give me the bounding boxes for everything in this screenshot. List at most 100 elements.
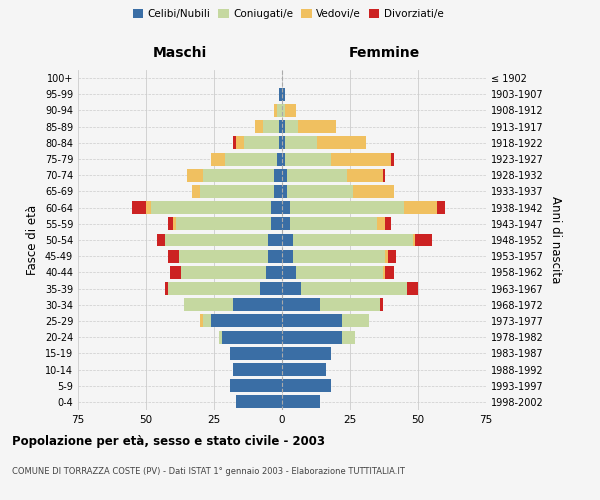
Bar xyxy=(290,201,404,214)
Bar xyxy=(203,314,211,328)
Bar xyxy=(263,120,279,133)
Bar xyxy=(200,314,203,328)
Bar xyxy=(165,282,168,295)
Bar xyxy=(290,218,377,230)
Bar xyxy=(211,152,225,166)
Bar xyxy=(187,169,203,181)
Bar xyxy=(271,218,282,230)
Bar xyxy=(413,234,415,246)
Bar xyxy=(347,169,383,181)
Text: Maschi: Maschi xyxy=(153,46,207,60)
Bar xyxy=(170,266,181,279)
Bar xyxy=(233,298,282,311)
Bar xyxy=(282,298,320,311)
Bar xyxy=(268,250,282,262)
Bar xyxy=(146,201,151,214)
Bar xyxy=(296,266,383,279)
Y-axis label: Fasce di età: Fasce di età xyxy=(26,205,39,275)
Bar xyxy=(282,234,293,246)
Bar xyxy=(268,234,282,246)
Bar xyxy=(225,152,277,166)
Bar xyxy=(203,169,274,181)
Bar xyxy=(285,104,296,117)
Bar xyxy=(353,185,394,198)
Bar xyxy=(342,314,369,328)
Text: Popolazione per età, sesso e stato civile - 2003: Popolazione per età, sesso e stato civil… xyxy=(12,435,325,448)
Bar xyxy=(385,266,394,279)
Bar xyxy=(293,250,385,262)
Bar xyxy=(266,266,282,279)
Bar xyxy=(179,250,268,262)
Bar xyxy=(385,218,391,230)
Bar xyxy=(282,363,326,376)
Bar xyxy=(388,250,396,262)
Bar xyxy=(222,330,282,344)
Bar xyxy=(230,379,282,392)
Bar xyxy=(282,120,285,133)
Bar xyxy=(282,201,290,214)
Bar xyxy=(271,201,282,214)
Bar xyxy=(282,136,285,149)
Bar xyxy=(236,136,244,149)
Bar xyxy=(274,169,282,181)
Bar xyxy=(377,218,385,230)
Bar xyxy=(383,169,385,181)
Bar xyxy=(287,185,353,198)
Bar xyxy=(230,347,282,360)
Bar xyxy=(380,298,383,311)
Bar xyxy=(383,266,385,279)
Bar xyxy=(200,185,274,198)
Bar xyxy=(282,282,301,295)
Text: COMUNE DI TORRAZZA COSTE (PV) - Dati ISTAT 1° gennaio 2003 - Elaborazione TUTTIT: COMUNE DI TORRAZZA COSTE (PV) - Dati IST… xyxy=(12,468,405,476)
Bar xyxy=(298,120,337,133)
Bar xyxy=(211,314,282,328)
Bar xyxy=(168,218,173,230)
Bar xyxy=(173,218,176,230)
Bar xyxy=(282,218,290,230)
Bar xyxy=(244,136,279,149)
Bar xyxy=(260,282,282,295)
Bar xyxy=(407,282,418,295)
Bar xyxy=(331,152,391,166)
Bar xyxy=(274,185,282,198)
Bar xyxy=(233,363,282,376)
Bar xyxy=(151,201,271,214)
Bar xyxy=(301,282,407,295)
Bar xyxy=(282,396,320,408)
Bar xyxy=(220,330,222,344)
Bar xyxy=(255,120,263,133)
Legend: Celibi/Nubili, Coniugati/e, Vedovi/e, Divorziati/e: Celibi/Nubili, Coniugati/e, Vedovi/e, Di… xyxy=(128,5,448,24)
Bar xyxy=(282,104,285,117)
Bar xyxy=(282,152,285,166)
Bar xyxy=(236,396,282,408)
Bar xyxy=(165,234,268,246)
Bar xyxy=(415,234,431,246)
Bar xyxy=(282,347,331,360)
Bar xyxy=(282,250,293,262)
Bar xyxy=(168,250,179,262)
Bar xyxy=(285,136,317,149)
Bar xyxy=(317,136,367,149)
Bar xyxy=(277,152,282,166)
Bar xyxy=(157,234,165,246)
Bar xyxy=(274,104,277,117)
Bar xyxy=(437,201,445,214)
Bar xyxy=(277,104,282,117)
Bar xyxy=(279,120,282,133)
Bar xyxy=(176,218,271,230)
Bar xyxy=(279,88,282,101)
Text: Femmine: Femmine xyxy=(349,46,419,60)
Bar xyxy=(279,136,282,149)
Bar xyxy=(285,120,298,133)
Bar xyxy=(282,185,287,198)
Bar xyxy=(282,88,285,101)
Bar xyxy=(133,201,146,214)
Bar xyxy=(293,234,413,246)
Bar xyxy=(285,152,331,166)
Bar xyxy=(385,250,388,262)
Bar xyxy=(282,266,296,279)
Bar xyxy=(233,136,236,149)
Bar xyxy=(282,330,342,344)
Y-axis label: Anni di nascita: Anni di nascita xyxy=(549,196,562,284)
Bar xyxy=(320,298,380,311)
